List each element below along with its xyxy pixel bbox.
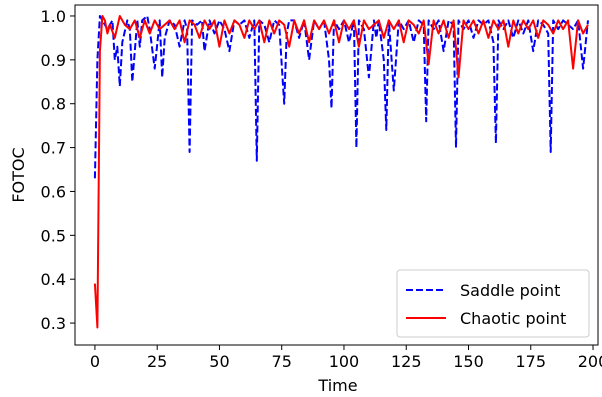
y-tick-label: 0.3 — [41, 314, 66, 333]
x-tick-label: 0 — [90, 352, 100, 371]
x-tick-label: 100 — [329, 352, 360, 371]
y-tick-label: 0.5 — [41, 226, 66, 245]
series-layer — [93, 15, 589, 329]
x-tick-label: 50 — [209, 352, 229, 371]
x-tick-label: 150 — [453, 352, 484, 371]
x-axis-label: Time — [317, 376, 357, 395]
series-line-chaotic-point — [93, 15, 589, 329]
legend: Saddle point Chaotic point — [396, 269, 590, 338]
x-tick-label: 125 — [391, 352, 422, 371]
x-axis-ticks: 0 25 50 75 100 125 150 175 200 — [90, 345, 602, 371]
plot-area-frame — [74, 4, 599, 346]
legend-label-saddle-point: Saddle point — [460, 281, 560, 300]
y-tick-label: 1.0 — [41, 7, 66, 26]
y-tick-label: 0.8 — [41, 95, 66, 114]
series-line-saddle-point — [93, 15, 589, 179]
y-tick-label: 0.9 — [41, 51, 66, 70]
x-tick-label: 175 — [515, 352, 546, 371]
legend-label-chaotic-point: Chaotic point — [460, 309, 566, 328]
y-tick-label: 0.4 — [41, 270, 66, 289]
x-tick-label: 75 — [272, 352, 292, 371]
legend-frame — [396, 269, 590, 338]
x-tick-label: 200 — [578, 352, 602, 371]
x-tick-label: 25 — [147, 352, 167, 371]
y-axis-label: FOTOC — [9, 147, 28, 202]
y-tick-label: 0.6 — [41, 182, 66, 201]
y-axis-ticks: 0.3 0.4 0.5 0.6 0.7 0.8 0.9 1.0 — [41, 7, 75, 333]
y-tick-label: 0.7 — [41, 139, 66, 158]
